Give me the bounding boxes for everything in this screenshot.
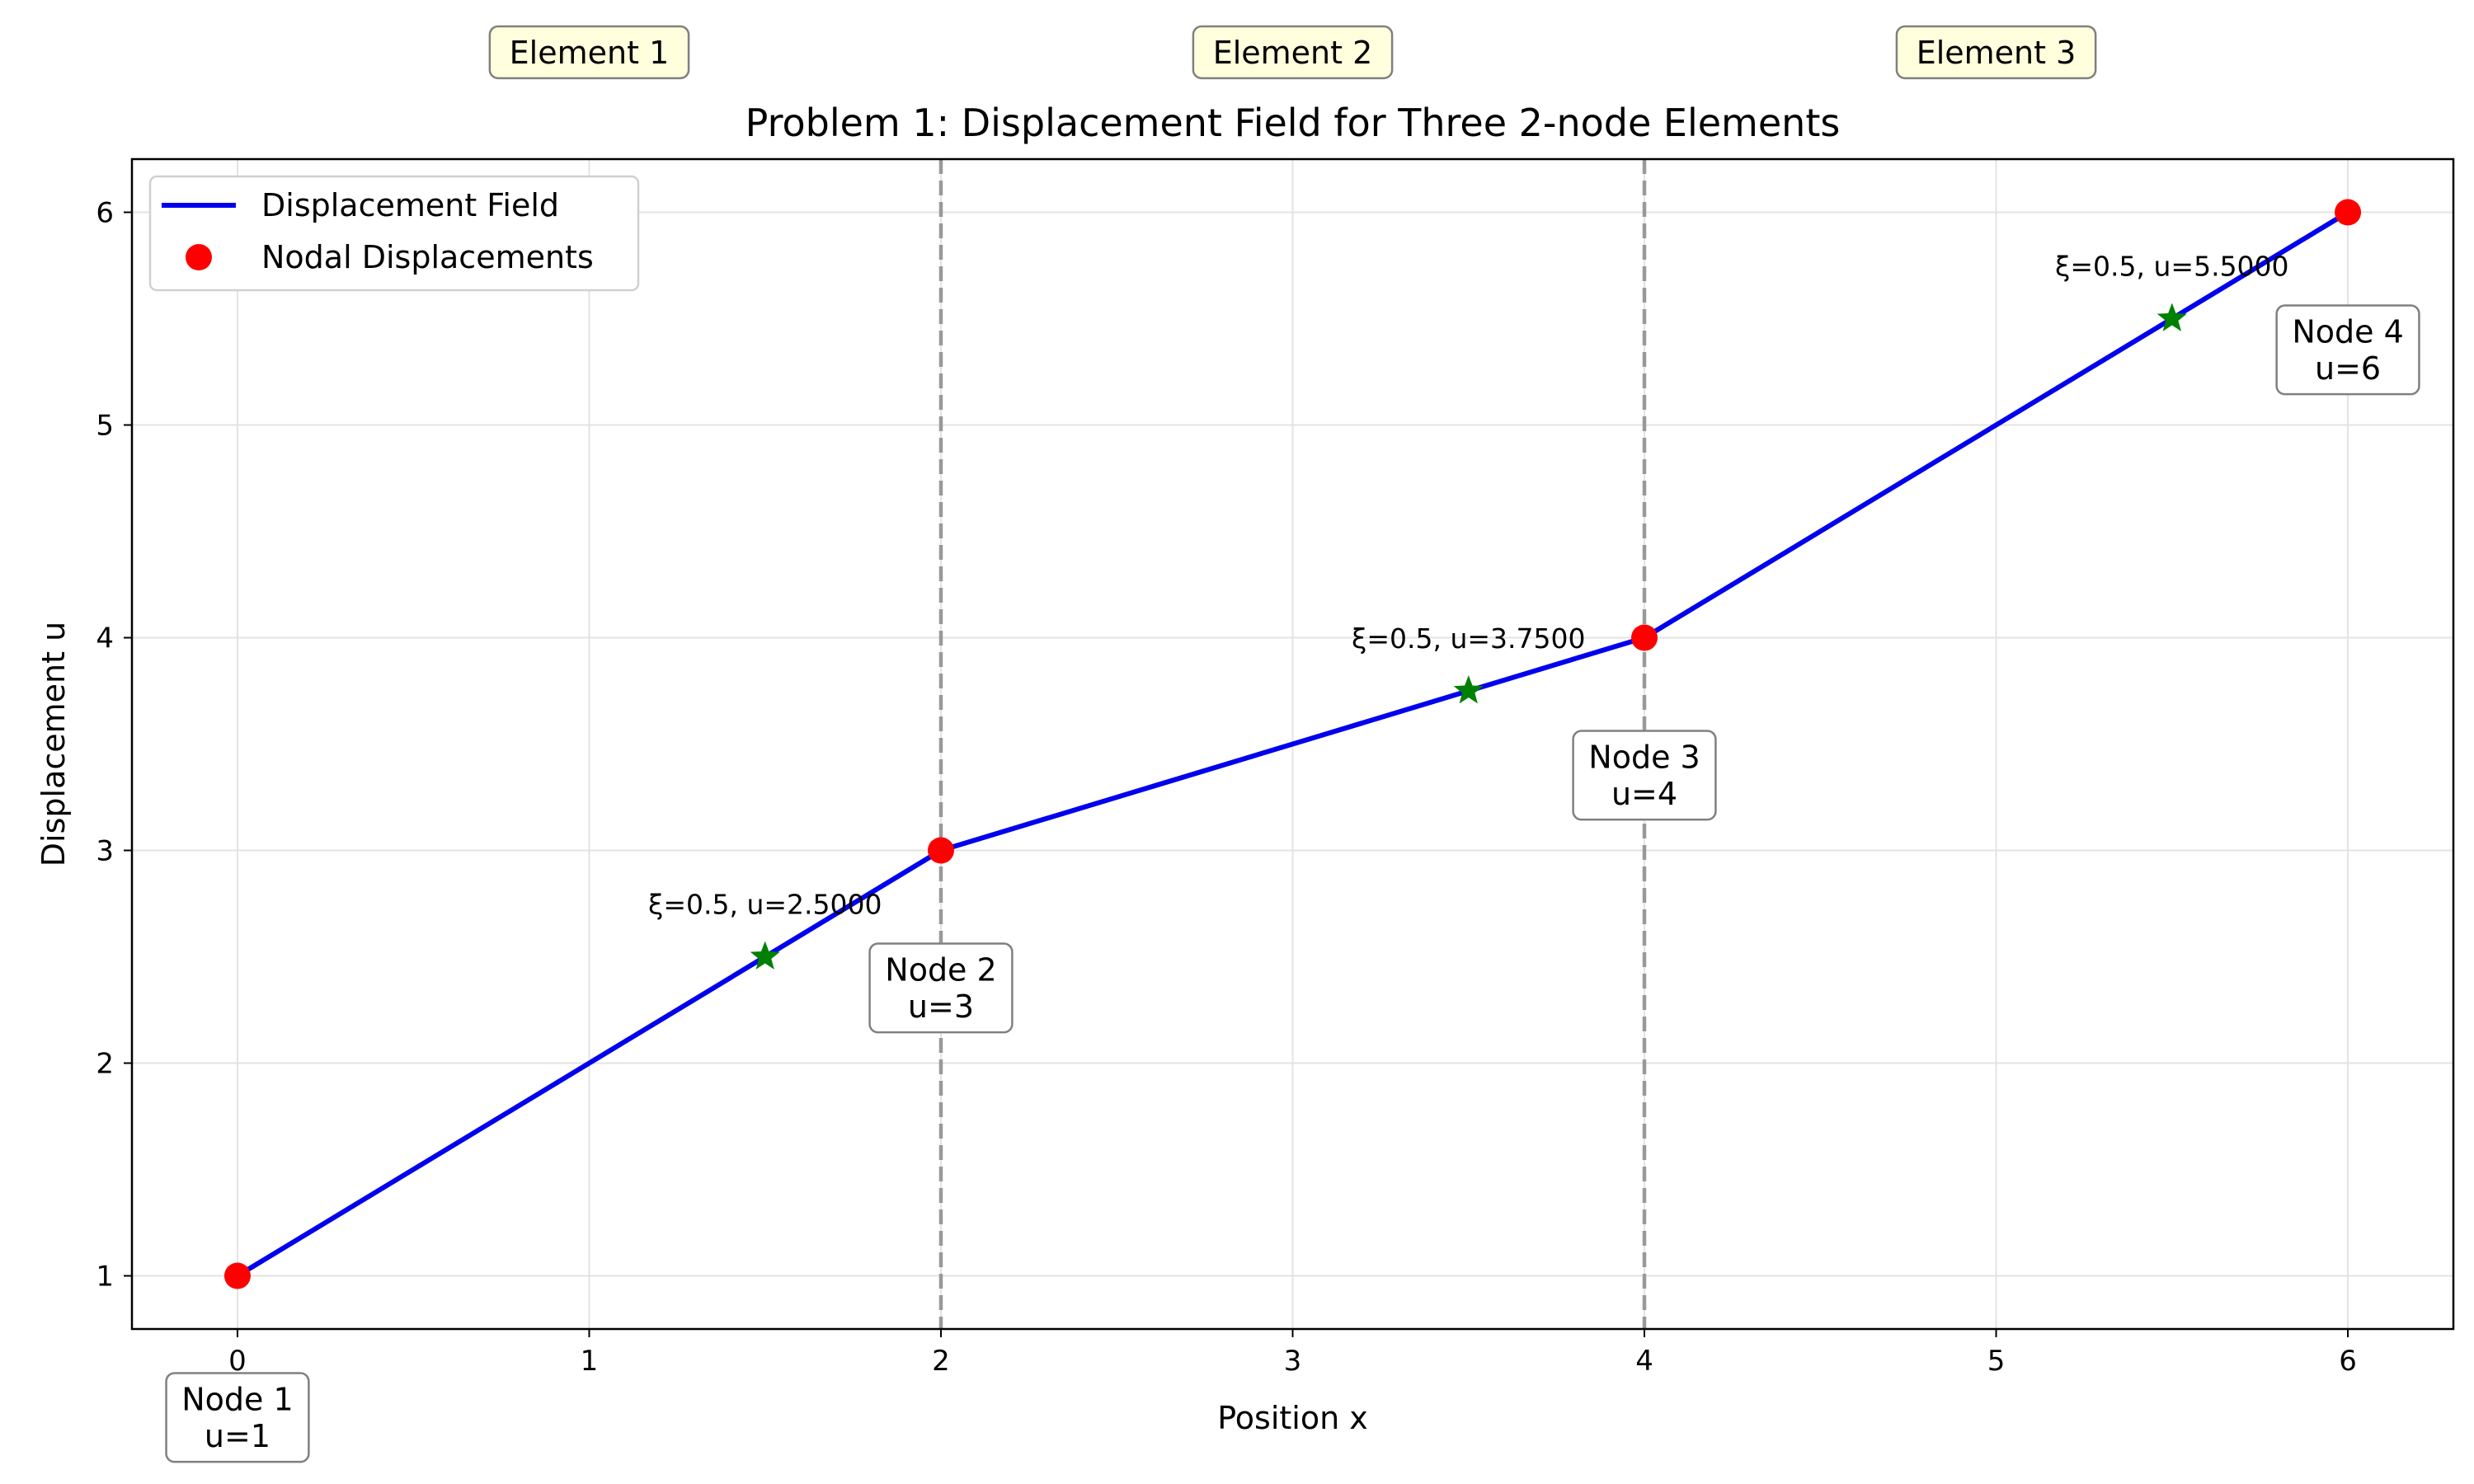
y-tick-label: 1 bbox=[96, 1261, 114, 1294]
node-label-text: Node 2 bbox=[885, 951, 996, 988]
nodal-displacement-point bbox=[223, 1262, 251, 1289]
legend-frame bbox=[148, 175, 640, 292]
nodal-displacement-point bbox=[2335, 199, 2362, 226]
element-label: Element 2 bbox=[1192, 25, 1394, 80]
y-tick-label: 4 bbox=[96, 622, 114, 655]
node-label-text: Node 3 bbox=[1588, 739, 1700, 775]
midpoint-star bbox=[1453, 675, 1484, 704]
element-label-box bbox=[1895, 25, 2097, 80]
y-tick-label: 5 bbox=[96, 410, 114, 443]
nodal-displacement-point bbox=[1631, 624, 1658, 651]
displacement-field-line bbox=[236, 209, 2349, 1279]
y-axis-title: Displacement u bbox=[35, 622, 72, 866]
x-tick-label: 3 bbox=[1284, 1345, 1302, 1378]
legend: Displacement Field Nodal Displacements bbox=[148, 175, 640, 292]
x-tick-label: 4 bbox=[1635, 1345, 1653, 1378]
midpoint-annotation: ξ=0.5, u=3.7500 bbox=[1352, 622, 1586, 655]
element-label-box bbox=[1192, 25, 1394, 80]
node-label-text: u=1 bbox=[205, 1418, 270, 1454]
x-tick-label: 2 bbox=[932, 1345, 950, 1378]
y-tick-label: 2 bbox=[96, 1048, 114, 1081]
node-label: Node 4u=6 bbox=[2275, 304, 2420, 396]
nodal-displacement-point bbox=[927, 837, 954, 864]
node-label: Node 2u=3 bbox=[868, 942, 1014, 1034]
y-tick-label: 6 bbox=[96, 197, 114, 230]
node-label: Node 3u=4 bbox=[1572, 730, 1717, 821]
x-axis-title: Position x bbox=[1217, 1400, 1368, 1436]
legend-marker-swatch bbox=[186, 244, 212, 270]
midpoint-annotation: ξ=0.5, u=5.5000 bbox=[2055, 251, 2289, 283]
x-tick-label: 5 bbox=[1987, 1345, 2006, 1378]
element-label-box bbox=[488, 25, 690, 80]
node-label-box bbox=[165, 1372, 310, 1463]
x-tick-label: 1 bbox=[581, 1345, 599, 1378]
annotations: ξ=0.5, u=2.5000 ξ=0.5, u=3.7500 ξ=0.5, u=5… bbox=[165, 251, 2420, 1463]
node-label-text: u=6 bbox=[2315, 350, 2381, 387]
axis-ticks: 0 1 2 3 4 5 6 1 2 3 4 5 6 bbox=[96, 197, 2357, 1378]
node-label-box bbox=[2275, 304, 2420, 396]
node-label-text: u=4 bbox=[1611, 776, 1677, 812]
element-label-text: Element 2 bbox=[1213, 35, 1373, 71]
midpoint-star bbox=[750, 941, 780, 970]
node-label-box bbox=[868, 942, 1014, 1034]
x-tick-label: 6 bbox=[2339, 1345, 2357, 1378]
node-label-box bbox=[1572, 730, 1717, 821]
node-label-text: u=3 bbox=[908, 989, 974, 1025]
element-label: Element 1 bbox=[488, 25, 690, 80]
element-label-text: Element 1 bbox=[510, 35, 670, 71]
element-label: Element 3 bbox=[1895, 25, 2097, 80]
chart-title: Problem 1: Displacement Field for Three … bbox=[745, 101, 1841, 145]
node-label: Node 1u=1 bbox=[165, 1372, 310, 1463]
midpoint-star bbox=[2157, 303, 2187, 331]
midpoint-annotation: ξ=0.5, u=2.5000 bbox=[648, 889, 882, 921]
series bbox=[223, 199, 2362, 1289]
node-label-text: Node 4 bbox=[2292, 313, 2403, 350]
x-tick-label: 0 bbox=[228, 1345, 247, 1378]
legend-label: Nodal Displacements bbox=[261, 239, 594, 275]
legend-label: Displacement Field bbox=[261, 187, 559, 223]
node-label-text: Node 1 bbox=[181, 1381, 293, 1417]
y-tick-label: 3 bbox=[96, 835, 114, 868]
element-label-text: Element 3 bbox=[1917, 35, 2077, 71]
element-labels: Element 1 Element 2 Element 3 bbox=[488, 25, 2097, 80]
